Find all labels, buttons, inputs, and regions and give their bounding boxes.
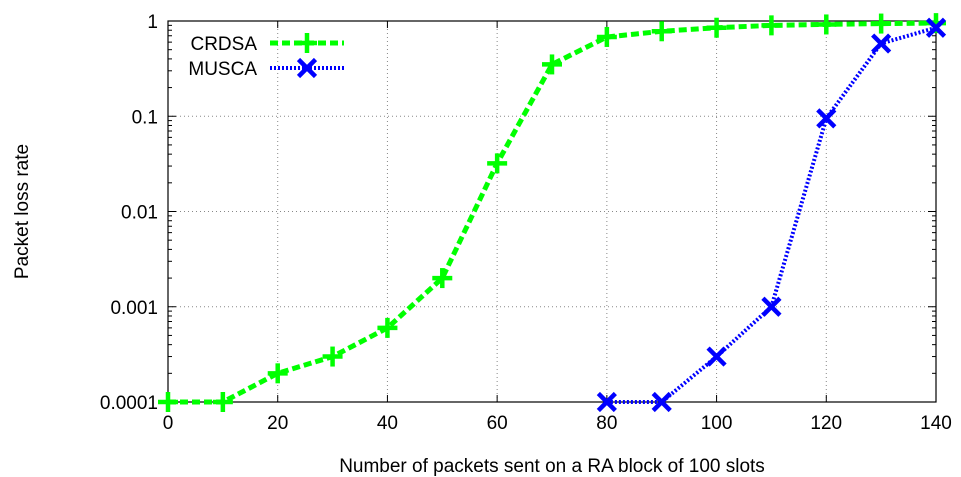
legend-label-crdsa: CRDSA — [190, 34, 257, 55]
x-axis-title: Number of packets sent on a RA block of … — [339, 456, 765, 477]
x-tick-label: 40 — [377, 413, 398, 434]
y-tick-label: 0.0001 — [100, 393, 158, 414]
data-point-crdsa — [487, 153, 508, 174]
y-tick-label: 1 — [147, 12, 158, 33]
x-tick-label: 60 — [487, 413, 508, 434]
x-tick-label: 120 — [810, 413, 842, 434]
y-axis-title: Packet loss rate — [12, 144, 33, 279]
series-layer — [158, 13, 947, 413]
x-tick-label: 100 — [701, 413, 733, 434]
data-point-crdsa — [596, 26, 617, 47]
grid — [168, 21, 936, 402]
y-tick-label: 0.1 — [132, 107, 158, 128]
data-point-crdsa — [212, 392, 233, 412]
data-point-crdsa — [322, 346, 343, 367]
data-point-musca — [871, 33, 892, 54]
legend-marker-musca — [296, 57, 318, 79]
x-tick-label: 0 — [163, 413, 174, 434]
data-point-musca — [651, 391, 672, 413]
data-point-crdsa — [377, 317, 398, 338]
data-point-crdsa — [432, 268, 453, 289]
data-point-crdsa — [871, 13, 892, 34]
data-point-crdsa — [761, 15, 782, 36]
data-point-crdsa — [158, 392, 178, 412]
series-crdsa — [158, 13, 946, 412]
x-tick-label: 140 — [920, 413, 952, 434]
data-point-crdsa — [267, 363, 288, 384]
data-point-musca — [706, 346, 727, 367]
data-point-crdsa — [816, 14, 837, 35]
x-tick-label: 80 — [596, 413, 617, 434]
y-tick-label: 0.01 — [121, 203, 158, 224]
legend-marker-crdsa — [297, 33, 317, 53]
series-musca — [596, 17, 947, 413]
data-point-crdsa — [706, 17, 727, 38]
y-tick-label: 0.001 — [110, 298, 158, 319]
data-point-musca — [925, 17, 947, 38]
data-point-musca — [816, 108, 837, 129]
legend: CRDSA MUSCA — [188, 33, 344, 80]
data-point-musca — [596, 391, 617, 413]
data-point-crdsa — [542, 54, 562, 75]
legend-label-musca: MUSCA — [188, 59, 257, 80]
x-tick-label: 20 — [267, 413, 288, 434]
series-line-musca — [606, 25, 937, 404]
data-point-crdsa — [651, 21, 672, 42]
data-point-musca — [761, 296, 782, 317]
series-line-crdsa — [168, 20, 937, 405]
